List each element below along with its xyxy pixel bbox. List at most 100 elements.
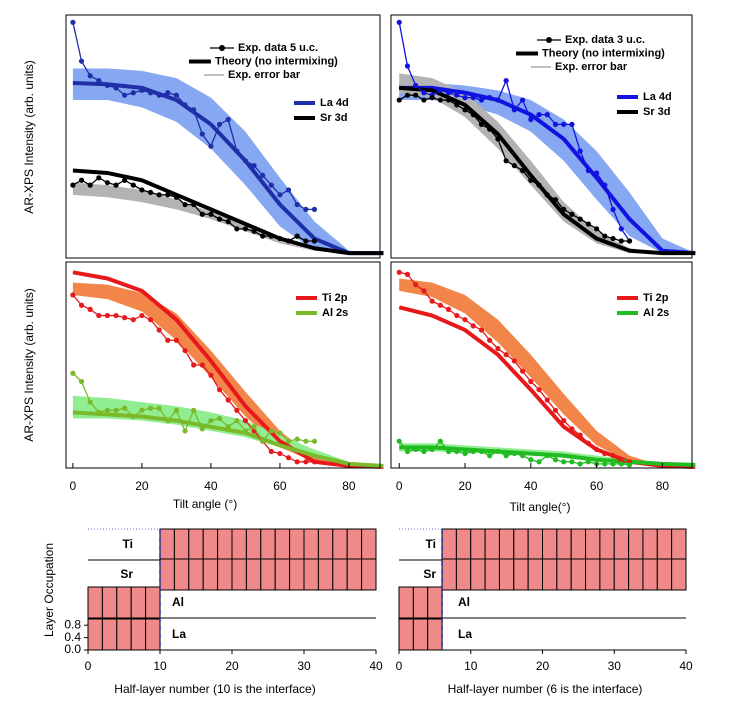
exp-point [311,459,318,465]
exp-point [165,418,171,424]
bar [289,558,305,591]
exp-point [147,90,154,96]
exp-point [191,107,197,113]
bar [346,558,363,591]
exp-point [421,90,427,96]
exp-point [70,19,76,25]
exp-point [277,450,283,457]
legend-label: Al 2s [643,307,669,319]
exp-point [78,302,85,308]
exp-point [528,457,534,463]
exp-point [104,312,111,319]
bar [87,586,103,619]
row-label: La [172,627,186,641]
exp-point [577,216,583,222]
bar [116,586,132,619]
bar [101,618,118,651]
exp-point [454,92,460,98]
exp-point [519,167,526,174]
exp-point [511,163,517,169]
row-label: Sr [120,567,133,581]
exp-point [404,448,411,455]
exp-point [610,206,616,212]
exp-point [234,226,240,232]
exp-point [396,19,402,25]
bar [260,528,276,561]
exp-point [225,397,231,403]
bar [656,558,673,591]
exp-point [602,450,608,457]
x-tick-label: 0 [396,479,403,493]
bar [202,528,219,561]
exp-point [191,407,197,413]
exp-point [199,131,205,137]
bar [441,558,457,591]
bar [470,558,486,591]
exp-point [511,358,517,364]
exp-point [495,97,501,103]
exp-point [421,448,427,455]
exp-point [277,192,283,198]
bar [484,558,500,591]
theory-curve [72,410,384,468]
exp-point [454,448,460,455]
x-axis-label: Half-layer number (10 is the interface) [114,682,315,696]
exp-point [285,438,292,444]
exp-point [437,302,443,308]
exp-point [478,448,485,455]
exp-point [462,317,468,323]
exp-point [454,102,460,108]
exp-point [495,448,501,455]
theory-curve [72,168,384,256]
plot-frame [390,261,693,469]
exp-point [311,238,318,244]
bar [642,558,658,591]
exp-point [96,78,102,84]
x-tick-label: 80 [342,479,356,493]
row-label: La [458,627,472,641]
legend-key [546,37,552,43]
exp-point [552,457,559,463]
exp-point [536,459,542,465]
bar [628,558,644,591]
x-tick-label: 0 [70,479,77,493]
exp-point [139,312,145,319]
exp-point [626,238,633,244]
exp-point [225,116,231,123]
exp-point [478,97,485,103]
exp-point [208,418,214,424]
bar [513,558,529,591]
bar [671,528,687,561]
exp-point [462,107,468,113]
exp-point [130,182,136,188]
bar [332,528,348,561]
exp-point [577,432,583,438]
bar [556,528,572,561]
exp-point [165,192,171,198]
bar [159,558,175,591]
exp-point [462,450,468,457]
plot-frame [65,261,381,469]
bar [231,558,247,591]
exp-point [242,226,249,232]
exp-point [561,418,567,424]
exp-point [421,97,427,103]
exp-point [199,426,205,432]
bar [274,528,291,561]
exp-point [173,407,180,413]
exp-point [569,211,575,217]
x-tick-label: 60 [273,479,287,493]
exp-point [552,197,559,203]
exp-point [519,97,526,103]
exp-point [478,121,485,127]
bar [145,618,161,651]
exp-point [104,180,111,186]
exp-point [495,136,501,142]
exp-point [216,415,223,422]
bar [245,558,262,591]
bar [173,528,190,561]
bar [289,528,305,561]
exp-point [303,238,309,244]
exp-point [268,428,274,434]
exp-point [594,170,600,176]
